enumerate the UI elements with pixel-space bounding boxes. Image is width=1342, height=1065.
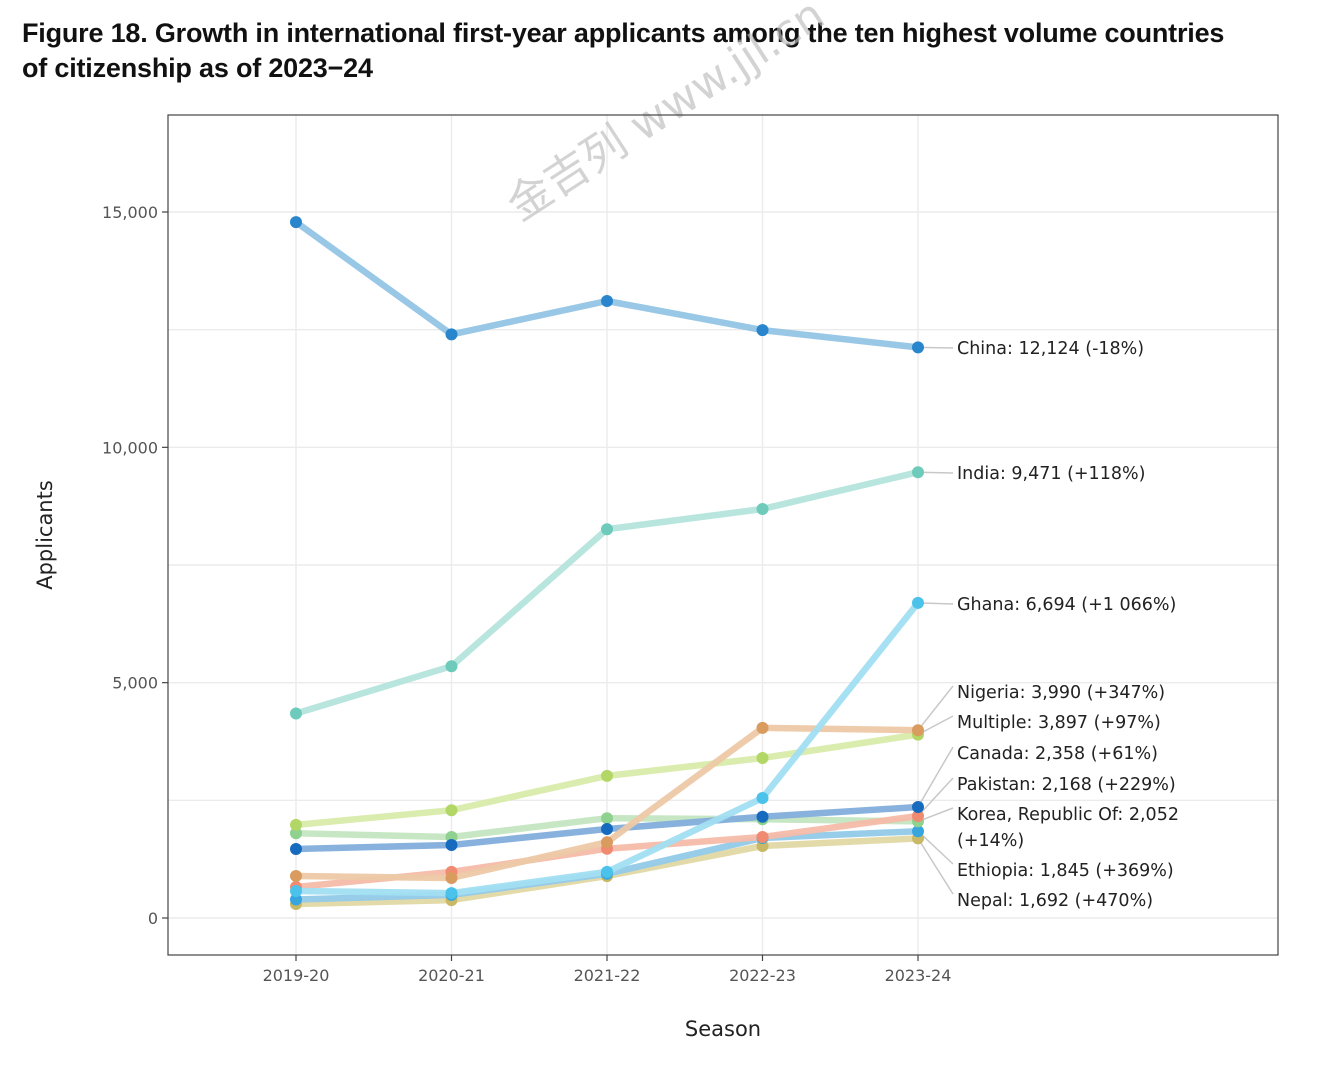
data-point-multiple	[290, 818, 302, 831]
data-point-pakistan	[912, 810, 924, 822]
series-label: Ethiopia: 1,845 (+369%)	[957, 861, 1174, 881]
series-label-continued: (+14%)	[957, 831, 1024, 851]
data-point-multiple	[601, 769, 613, 782]
data-point-india	[912, 466, 924, 479]
series-label: Nigeria: 3,990 (+347%)	[957, 683, 1165, 703]
x-tick-label: 2021-22	[574, 966, 641, 985]
y-tick-label: 0	[148, 909, 158, 928]
label-leader	[917, 685, 954, 731]
data-point-korea-republic-of	[601, 812, 613, 825]
data-point-pakistan	[756, 831, 769, 843]
series-label: India: 9,471 (+118%)	[957, 464, 1145, 484]
data-point-multiple	[756, 752, 769, 764]
series-label: Korea, Republic Of: 2,052	[957, 805, 1179, 825]
data-point-nigeria	[290, 870, 302, 882]
data-point-canada	[756, 810, 769, 823]
label-leader	[917, 746, 954, 808]
data-point-india	[445, 660, 458, 673]
y-tick-label: 5,000	[112, 674, 158, 693]
series-label: China: 12,124 (-18%)	[957, 339, 1144, 359]
x-tick-label: 2023-24	[885, 966, 952, 985]
data-point-ghana	[290, 885, 302, 897]
plot-background	[168, 115, 1278, 955]
data-point-ghana	[445, 887, 458, 900]
data-point-india	[601, 523, 613, 536]
series-label: Canada: 2,358 (+61%)	[957, 744, 1158, 764]
label-leader	[917, 807, 954, 823]
data-point-canada	[912, 801, 924, 813]
data-point-china	[290, 216, 302, 229]
label-leader	[917, 777, 954, 817]
data-point-nigeria	[601, 836, 613, 849]
data-point-ethiopia	[290, 893, 302, 906]
data-point-ghana	[912, 596, 924, 609]
data-point-nigeria	[912, 724, 924, 737]
y-axis-title: Applicants	[33, 480, 57, 590]
label-leaders	[917, 346, 954, 895]
plot-frame	[167, 114, 1279, 956]
label-leader	[917, 838, 954, 895]
label-leader	[917, 830, 954, 865]
y-tick-label: 10,000	[102, 438, 158, 457]
grid	[168, 115, 1278, 955]
series-labels: China: 12,124 (-18%) India: 9,471 (+118%)…	[957, 339, 1179, 911]
series-label: Pakistan: 2,168 (+229%)	[957, 775, 1176, 795]
data-point-korea-republic-of	[290, 827, 302, 840]
x-tick-label: 2019-20	[263, 966, 330, 985]
data-point-india	[290, 707, 302, 720]
data-point-china	[445, 328, 458, 341]
data-point-multiple	[445, 804, 458, 817]
data-point-canada	[445, 839, 458, 851]
figure-title-line-2: of citizenship as of 2023−24	[22, 53, 373, 83]
data-point-canada	[290, 843, 302, 855]
series-label: Multiple: 3,897 (+97%)	[957, 713, 1161, 733]
data-point-nigeria	[756, 721, 769, 734]
data-point-nigeria	[445, 872, 458, 884]
data-point-canada	[601, 823, 613, 835]
axes: 0 5,000 10,000 15,000 2019-20 2020-21 2021-22 2…	[102, 203, 951, 985]
series-label: Ghana: 6,694 (+1 066%)	[957, 595, 1176, 615]
data-point-ghana	[756, 792, 769, 804]
data-point-ghana	[601, 865, 613, 878]
data-point-ethiopia	[912, 825, 924, 838]
series-points	[290, 216, 924, 910]
y-tick-label: 15,000	[102, 203, 158, 222]
figure-title-line-1: Figure 18. Growth in international first…	[22, 18, 1225, 48]
data-point-china	[601, 295, 613, 307]
figure-title: Figure 18. Growth in international first…	[22, 16, 1322, 86]
x-axis-title: Season	[685, 1017, 761, 1041]
x-tick-label: 2020-21	[418, 966, 485, 985]
data-point-china	[756, 324, 769, 337]
x-tick-label: 2022-23	[729, 966, 796, 985]
data-point-india	[756, 503, 769, 515]
data-point-china	[912, 341, 924, 354]
series-label: Nepal: 1,692 (+470%)	[957, 891, 1153, 911]
